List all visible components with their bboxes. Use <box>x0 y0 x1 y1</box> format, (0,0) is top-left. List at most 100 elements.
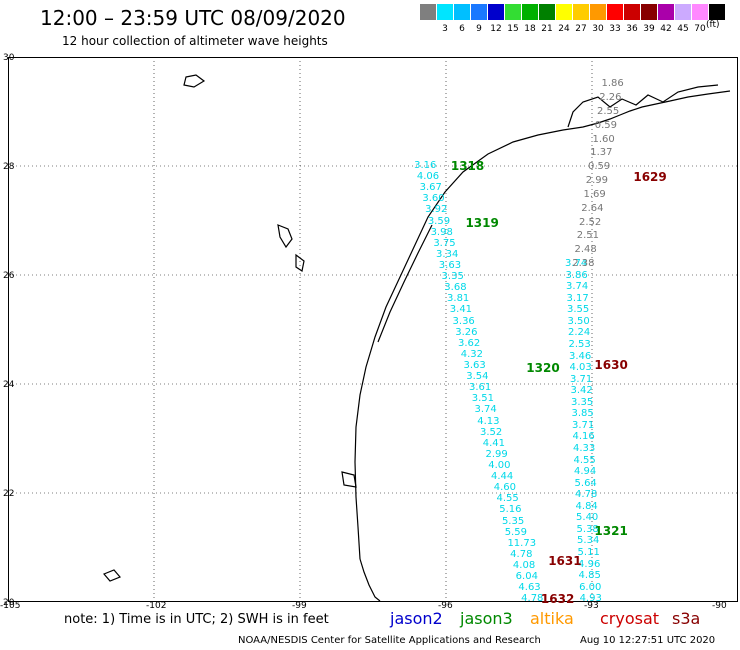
lon-tick-label: -93 <box>584 601 599 611</box>
wave-height-value: 4.60 <box>493 482 516 494</box>
wave-height-value: 3.81 <box>447 293 470 305</box>
pass-number-label: 1320 <box>526 360 560 375</box>
wave-height-value: 3.34 <box>436 248 459 260</box>
pass-number-label: 1632 <box>540 592 575 607</box>
legend-swatch <box>556 4 572 20</box>
wave-height-value: 0.59 <box>587 161 611 173</box>
legend-swatch <box>709 4 725 20</box>
wave-height-value: 4.44 <box>490 471 514 483</box>
wave-height-value: 2.64 <box>581 202 604 214</box>
wave-height-value: 3.75 <box>433 237 456 249</box>
wave-height-value: 3.35 <box>571 396 594 408</box>
legend-swatch <box>488 4 504 20</box>
legend-label: 3 <box>442 24 448 34</box>
wave-height-value: 4.33 <box>573 443 596 455</box>
wave-height-value: 3.36 <box>452 315 475 327</box>
wave-height-value: 3.74 <box>565 281 589 293</box>
legend-swatch <box>522 4 538 20</box>
legend-label: 24 <box>558 24 570 34</box>
lat-tick-label: 28 <box>3 162 15 172</box>
wave-height-value: 3.68 <box>444 282 467 294</box>
wave-height-value: 4.08 <box>512 559 536 571</box>
wave-height-value: 5.35 <box>501 515 525 527</box>
wave-height-value: 3.46 <box>568 350 592 362</box>
wave-height-value: 11.73 <box>507 537 537 549</box>
legend-label: 33 <box>609 24 621 34</box>
legend-label: 70 <box>694 24 706 34</box>
wave-height-value: 4.16 <box>572 431 595 443</box>
wave-height-value: 3.98 <box>430 226 453 238</box>
wave-height-value: 3.92 <box>425 204 448 216</box>
wave-height-value: 2.51 <box>576 230 600 242</box>
wave-height-value: 3.74 <box>474 404 497 416</box>
wave-height-value: 5.59 <box>504 526 527 538</box>
wave-height-value: 4.41 <box>482 437 505 449</box>
wave-height-value: 4.93 <box>579 593 602 605</box>
legend-label: 9 <box>476 24 482 34</box>
wave-height-value: 2.55 <box>596 105 620 117</box>
wave-height-value: 5.11 <box>577 547 600 559</box>
reservoir-outline <box>277 224 293 249</box>
wave-height-value: 3.55 <box>566 304 590 316</box>
legend-swatch <box>437 4 453 20</box>
pass-number-label: 1321 <box>594 524 628 539</box>
wave-height-value: 3.85 <box>571 408 594 420</box>
lake-outline-2 <box>102 569 122 582</box>
coastline-mexico <box>359 558 381 602</box>
wave-height-value: 4.63 <box>518 582 541 594</box>
wave-height-value: 4.78 <box>521 593 544 605</box>
footer-note: note: 1) Time is in UTC; 2) SWH is in fe… <box>64 612 329 627</box>
legend-swatch <box>573 4 589 20</box>
wave-height-value: 3.86 <box>565 269 588 281</box>
lon-tick-label: -105 <box>0 601 21 611</box>
lat-tick-label: 20 <box>3 598 15 608</box>
wave-height-value: 4.84 <box>575 500 598 512</box>
wave-height-value: 4.78 <box>575 489 598 501</box>
pass-number-label: 1631 <box>548 554 582 569</box>
satellite-name: altika <box>530 609 574 628</box>
wave-height-value: 4.13 <box>477 415 500 427</box>
barrier-island <box>377 224 433 343</box>
wave-height-value: 4.78 <box>510 548 533 560</box>
wave-height-value: 4.03 <box>569 362 592 374</box>
wave-height-value: 1.60 <box>592 133 615 145</box>
wave-height-value: 2.52 <box>579 216 602 228</box>
legend-swatch <box>675 4 691 20</box>
satellite-name: jason2 <box>390 609 443 628</box>
coastline-texas-louisiana <box>354 90 731 560</box>
wave-height-value: 3.62 <box>458 337 481 349</box>
legend-swatch <box>658 4 674 20</box>
wave-height-value: 3.26 <box>455 326 478 338</box>
legend-label: 6 <box>459 24 465 34</box>
lon-tick-label: -99 <box>292 601 307 611</box>
wave-height-value: 3.50 <box>567 315 590 327</box>
legend-label: 18 <box>524 24 536 34</box>
wave-height-value: 3.42 <box>570 385 593 397</box>
wave-height-value: 2.38 <box>572 258 595 270</box>
pass-number-label: 1630 <box>594 357 628 372</box>
lat-lon-grid <box>8 57 738 602</box>
map-title: 12:00 – 23:59 UTC 08/09/2020 <box>40 6 346 30</box>
generated-timestamp: Aug 10 12:27:51 UTC 2020 <box>580 635 716 646</box>
wave-height-value: 1.86 <box>601 78 624 90</box>
wave-height-value: 2.99 <box>485 448 508 460</box>
wave-height-value: 5.38 <box>576 523 599 535</box>
wave-height-value: 4.85 <box>578 570 601 582</box>
wave-height-value: 2.53 <box>568 339 591 350</box>
wave-height-value: 4.94 <box>574 466 597 478</box>
wave-height-value: 3.74 <box>564 258 588 270</box>
wave-height-value: 4.32 <box>460 348 484 360</box>
wave-height-value: 3.63 <box>438 259 462 271</box>
credit-line: NOAA/NESDIS Center for Satellite Applica… <box>238 635 541 646</box>
satellite-name: s3a <box>672 609 701 628</box>
wave-height-value: 6.00 <box>579 581 602 593</box>
wave-height-value: 2.26 <box>599 92 622 104</box>
legend-swatch <box>539 4 555 20</box>
legend-label: 45 <box>677 24 689 34</box>
wave-height-value: 3.71 <box>570 373 593 385</box>
legend-label: 36 <box>626 24 638 34</box>
legend-label: 42 <box>660 24 672 34</box>
wave-height-value: 1.69 <box>583 188 606 200</box>
lat-tick-label: 22 <box>3 489 15 499</box>
